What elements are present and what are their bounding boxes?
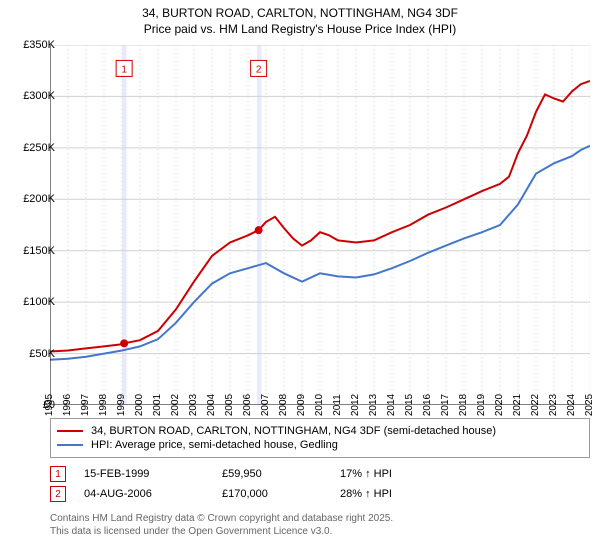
x-axis-label: 2010 (314, 394, 325, 416)
y-axis-label: £250K (23, 142, 55, 154)
x-axis-label: 2005 (224, 394, 235, 416)
x-axis-label: 2002 (170, 394, 181, 416)
x-axis-label: 1999 (116, 394, 127, 416)
x-axis-label: 2018 (458, 394, 469, 416)
sale-marker: 2 (50, 486, 66, 502)
x-axis-label: 1996 (62, 394, 73, 416)
x-axis-label: 2016 (422, 394, 433, 416)
x-axis-label: 2021 (512, 394, 523, 416)
x-axis-label: 2022 (530, 394, 541, 416)
svg-text:2: 2 (256, 64, 262, 75)
x-axis-label: 1995 (44, 394, 55, 416)
chart-title-line2: Price paid vs. HM Land Registry's House … (0, 22, 600, 38)
x-axis-label: 1998 (98, 394, 109, 416)
legend-label: 34, BURTON ROAD, CARLTON, NOTTINGHAM, NG… (91, 425, 496, 437)
chart: 12 (50, 45, 590, 405)
y-axis-label: £100K (23, 296, 55, 308)
y-axis-label: £350K (23, 39, 55, 51)
x-axis-label: 2023 (548, 394, 559, 416)
sale-price: £170,000 (222, 488, 322, 500)
sale-pct: 17% ↑ HPI (340, 468, 460, 480)
sale-pct: 28% ↑ HPI (340, 488, 460, 500)
x-axis-label: 2003 (188, 394, 199, 416)
sale-row: 1 15-FEB-1999 £59,950 17% ↑ HPI (50, 466, 590, 482)
x-axis-label: 2025 (584, 394, 595, 416)
svg-text:1: 1 (121, 64, 127, 75)
x-axis-label: 2024 (566, 394, 577, 416)
x-axis-label: 2004 (206, 394, 217, 416)
x-axis-label: 2019 (476, 394, 487, 416)
x-axis-label: 2012 (350, 394, 361, 416)
x-axis-label: 2001 (152, 394, 163, 416)
x-axis-label: 2008 (278, 394, 289, 416)
legend-label: HPI: Average price, semi-detached house,… (91, 439, 338, 451)
legend-item: 34, BURTON ROAD, CARLTON, NOTTINGHAM, NG… (57, 425, 583, 437)
x-axis-label: 2014 (386, 394, 397, 416)
footnote: Contains HM Land Registry data © Crown c… (50, 512, 590, 538)
sale-date: 04-AUG-2006 (84, 488, 204, 500)
legend-swatch (57, 444, 83, 446)
y-axis-label: £200K (23, 193, 55, 205)
footnote-line1: Contains HM Land Registry data © Crown c… (50, 512, 590, 525)
x-axis-label: 2006 (242, 394, 253, 416)
sales-table: 1 15-FEB-1999 £59,950 17% ↑ HPI 2 04-AUG-2006… (50, 462, 590, 506)
x-axis-label: 2000 (134, 394, 145, 416)
x-axis-label: 1997 (80, 394, 91, 416)
x-axis-label: 2017 (440, 394, 451, 416)
x-axis-label: 2011 (332, 394, 343, 416)
chart-svg: 12 (50, 45, 590, 405)
y-axis-label: £50K (29, 348, 55, 360)
sale-marker: 1 (50, 466, 66, 482)
y-axis-label: £300K (23, 90, 55, 102)
x-axis-label: 2015 (404, 394, 415, 416)
y-axis-label: £150K (23, 245, 55, 257)
sale-date: 15-FEB-1999 (84, 468, 204, 480)
legend-item: HPI: Average price, semi-detached house,… (57, 439, 583, 451)
sale-price: £59,950 (222, 468, 322, 480)
sale-row: 2 04-AUG-2006 £170,000 28% ↑ HPI (50, 486, 590, 502)
footnote-line2: This data is licensed under the Open Gov… (50, 525, 590, 538)
legend-swatch (57, 430, 83, 432)
x-axis-label: 2013 (368, 394, 379, 416)
x-axis-label: 2020 (494, 394, 505, 416)
chart-title-line1: 34, BURTON ROAD, CARLTON, NOTTINGHAM, NG… (0, 6, 600, 22)
x-axis-label: 2007 (260, 394, 271, 416)
legend: 34, BURTON ROAD, CARLTON, NOTTINGHAM, NG… (50, 418, 590, 458)
x-axis-label: 2009 (296, 394, 307, 416)
